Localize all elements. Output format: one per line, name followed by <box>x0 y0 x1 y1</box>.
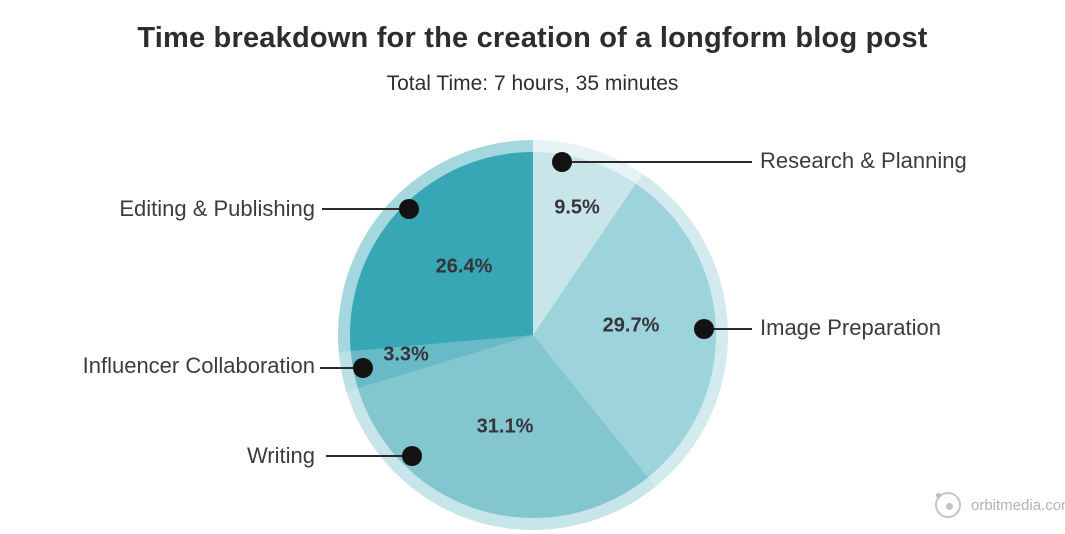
leader-line-research <box>562 161 752 163</box>
slice-label-editing: Editing & Publishing <box>119 196 315 221</box>
leader-dot-research <box>552 152 572 172</box>
slice-label-writing: Writing <box>246 443 315 468</box>
leader-dot-influencer <box>353 358 373 378</box>
orbit-logo-satellite-dot <box>936 493 941 498</box>
slice-label-research: Research & Planning <box>760 148 967 173</box>
leader-line-influencer <box>320 367 363 369</box>
orbit-logo-core-dot <box>945 502 953 510</box>
orbit-logo-icon <box>935 492 961 518</box>
leader-dot-editing <box>399 199 419 219</box>
leader-line-image <box>704 328 752 330</box>
leader-line-writing <box>326 455 412 457</box>
watermark-text: orbitmedia.com <box>971 497 1065 514</box>
chart-title: Time breakdown for the creation of a lon… <box>137 22 928 54</box>
slice-percent-influencer: 3.3% <box>383 343 429 366</box>
slice-percent-writing: 31.1% <box>476 415 534 438</box>
orbitmedia-watermark: orbitmedia.com <box>933 488 1065 524</box>
chart-subtitle: Total Time: 7 hours, 35 minutes <box>386 72 679 95</box>
leader-dot-image <box>694 319 714 339</box>
slice-label-image: Image Preparation <box>760 315 941 340</box>
slice-percent-research: 9.5% <box>554 196 600 219</box>
slice-label-influencer: Influencer Collaboration <box>82 353 315 378</box>
leader-dot-writing <box>402 446 422 466</box>
slice-percent-image: 29.7% <box>602 314 660 337</box>
leader-line-editing <box>322 208 409 210</box>
slice-percent-editing: 26.4% <box>435 255 493 278</box>
